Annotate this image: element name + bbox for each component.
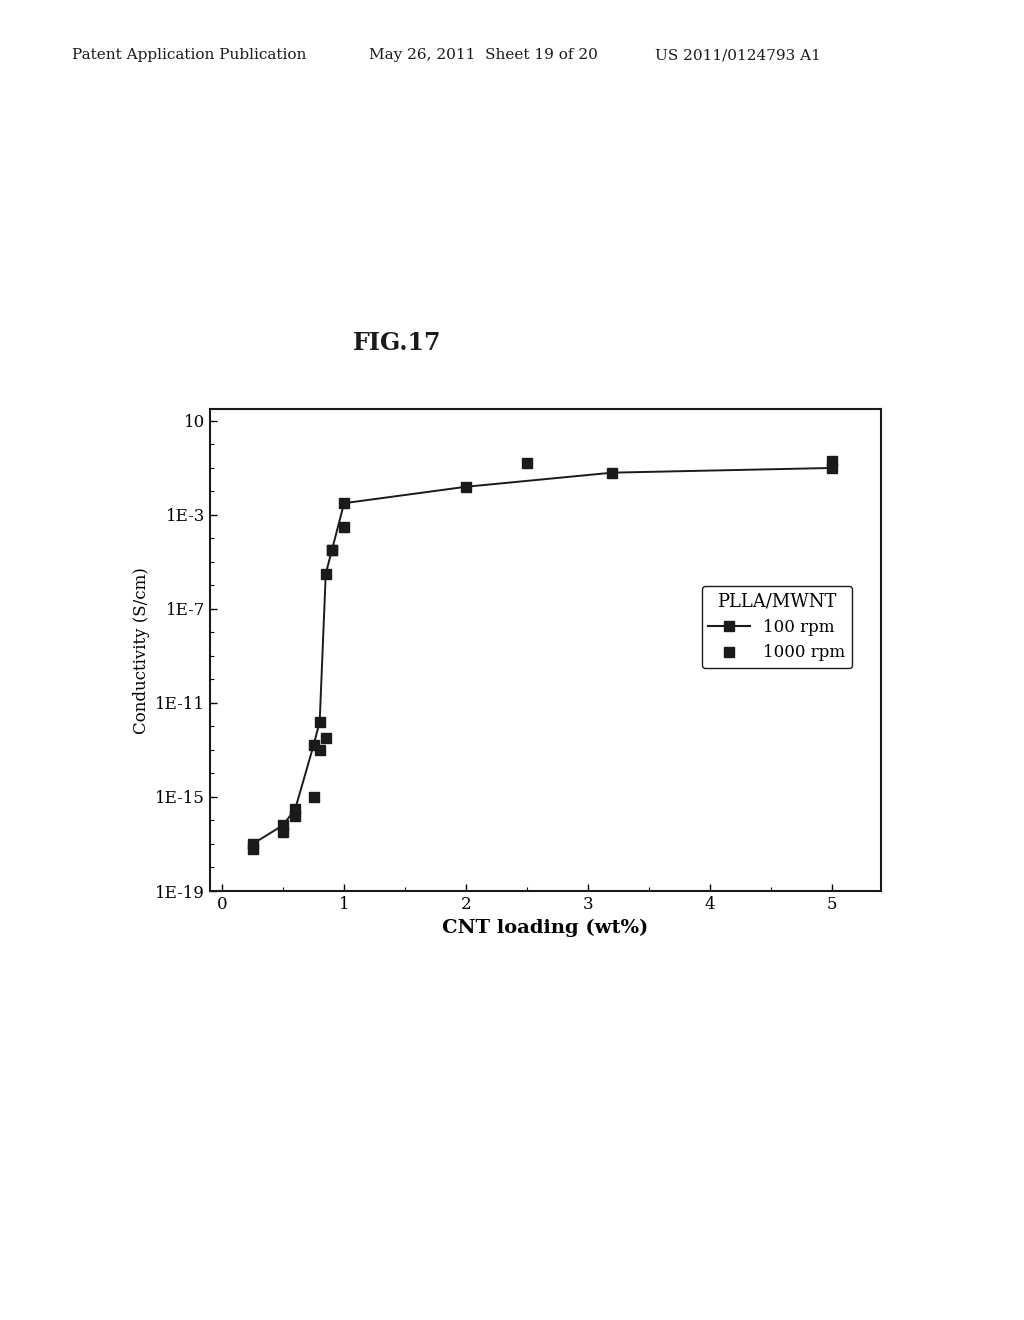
100 rpm [307,738,319,754]
X-axis label: CNT loading (wt%): CNT loading (wt%) [442,919,648,937]
1000 rpm [338,519,350,535]
1000 rpm [326,543,338,558]
1000 rpm [521,455,534,471]
100 rpm [606,465,618,480]
100 rpm [460,479,472,495]
1000 rpm [825,453,838,469]
1000 rpm [307,789,319,805]
1000 rpm [319,730,332,746]
1000 rpm [289,808,301,824]
Line: 100 rpm: 100 rpm [248,463,837,849]
1000 rpm [276,824,289,840]
100 rpm [319,566,332,582]
Legend: 100 rpm, 1000 rpm: 100 rpm, 1000 rpm [701,586,852,668]
100 rpm [338,495,350,511]
Y-axis label: Conductivity (S/cm): Conductivity (S/cm) [132,566,150,734]
Text: US 2011/0124793 A1: US 2011/0124793 A1 [655,49,821,62]
Text: FIG.17: FIG.17 [353,331,441,355]
100 rpm [276,817,289,833]
100 rpm [313,714,326,730]
Text: Patent Application Publication: Patent Application Publication [72,49,306,62]
100 rpm [289,801,301,817]
1000 rpm [313,742,326,758]
100 rpm [326,543,338,558]
100 rpm [825,461,838,477]
Text: May 26, 2011  Sheet 19 of 20: May 26, 2011 Sheet 19 of 20 [369,49,598,62]
1000 rpm [247,841,259,857]
Line: 1000 rpm: 1000 rpm [248,455,837,854]
100 rpm [247,836,259,851]
